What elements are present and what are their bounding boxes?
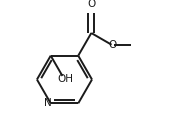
Text: O: O [87,0,95,9]
Text: O: O [108,40,116,50]
Text: OH: OH [58,74,74,84]
Text: N: N [44,98,52,108]
